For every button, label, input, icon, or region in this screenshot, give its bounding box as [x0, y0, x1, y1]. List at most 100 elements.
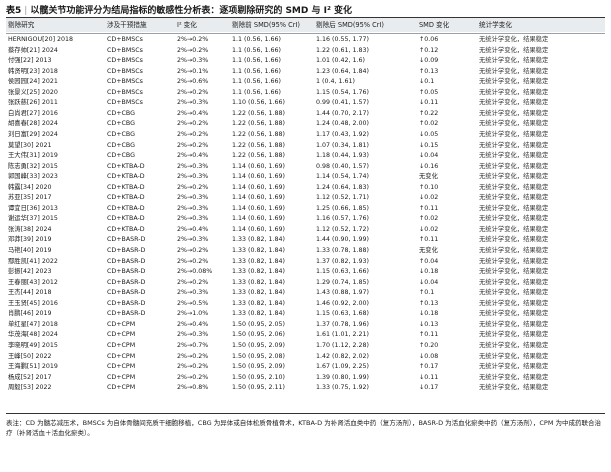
table-cell: 付强[22] 2013 — [8, 57, 52, 65]
table-row: 肖鹏[46] 2019 CD+BASR-D 2%→1.0% 1.33 (0.82, 1… — [6, 309, 605, 320]
table-cell: 无统计学变化，结果稳定 — [479, 215, 549, 223]
table-cell: 1.1 (0.56, 1.66) — [232, 57, 281, 65]
table-cell: CD+BMSCs — [107, 46, 143, 54]
table-cell: 1.67 (1.09, 2.25) — [316, 363, 369, 371]
table-row: 陈志勇[32] 2015 CD+KTBA-D 2%→0.3% 1.14 (0.60, … — [6, 162, 605, 173]
table-cell: 1.37 (0.82, 1.93) — [316, 257, 369, 265]
table-cell: 2%→0.6% — [177, 78, 209, 86]
table-number: 表5 — [6, 6, 22, 16]
table-cell: ↑0.11 — [419, 204, 439, 212]
table-cell: 2%→0.1% — [177, 67, 209, 75]
table-row: 周毅[53] 2022 CD+CPM 2%→0.8% 1.50 (0.95, 2.11… — [6, 383, 605, 394]
table-cell: 韩露[34] 2020 — [8, 183, 52, 191]
table-cell: 1.33 (0.75, 1.92) — [316, 384, 369, 392]
table-cell: 1.16 (0.55, 1.77) — [316, 36, 369, 43]
table-cell: 2%→0.2% — [177, 88, 209, 96]
table-row: 付强[22] 2013 CD+BMSCs 2%→0.3% 1.1 (0.56, 1.6… — [6, 56, 605, 67]
table-cell: CD+KTBA-D — [107, 194, 145, 202]
table-cell: 2%→0.5% — [177, 299, 209, 307]
table-cell: ↑0.02 — [419, 215, 439, 223]
table-cell: CD+CPM — [107, 373, 136, 381]
table-cell: CD+KTBA-D — [107, 162, 145, 170]
table-cell: 2%→0.2% — [177, 247, 209, 254]
table-cell: ↓0.1 — [419, 78, 435, 86]
table-cell: ↑0.1 — [419, 289, 435, 297]
table-cell: 无统计学变化，结果稳定 — [479, 299, 549, 307]
table-cell: 2%→0.4% — [177, 109, 209, 117]
table-cell: 无统计学变化，结果稳定 — [479, 373, 549, 381]
table-cell: 0.99 (0.41, 1.57) — [316, 99, 369, 107]
table-cell: 张景义[25] 2020 — [8, 88, 58, 96]
table-cell: 无统计学变化，结果稳定 — [479, 67, 549, 75]
table-cell: 2%→0.08% — [177, 268, 213, 276]
column-header: SMD 变化 — [419, 21, 450, 29]
table-cell: ↑0.10 — [419, 183, 439, 191]
table-cell: 1.1 (0.56, 1.66) — [232, 78, 281, 86]
table-caption: 表5 | 以髋关节功能评分为结局指标的敏感性分析表：逐项剔除研究的 SMD 与 I²… — [6, 3, 352, 16]
table-cell: 2%→0.2% — [177, 257, 209, 265]
table-cell: 无统计学变化，结果稳定 — [479, 341, 549, 349]
table-cell: 1.15 (0.54, 1.76) — [316, 88, 369, 96]
table-cell: 1.12 (0.52, 1.72) — [316, 225, 369, 233]
table-cell: CD+BMSCs — [107, 78, 143, 86]
column-header: 剔除后 SMD(95% CrI) — [316, 21, 384, 29]
table-cell: 1.25 (0.66, 1.85) — [316, 204, 369, 212]
table-cell: 胡喜春[28] 2024 — [8, 120, 58, 128]
table-cell: 1.70 (1.12, 2.28) — [316, 341, 369, 349]
table-cell: HERNIGOU[20] 2018 — [8, 36, 74, 43]
table-cell: CD+CBG — [107, 130, 136, 138]
table-cell: 无统计学变化，结果稳定 — [479, 120, 549, 128]
table-bottom-rule — [6, 413, 605, 414]
table-cell: CD+CBG — [107, 120, 136, 128]
table-cell: ↓0.08 — [419, 352, 439, 360]
table-cell: 侯园园[24] 2021 — [8, 78, 58, 86]
table-row: 王峰[50] 2022 CD+CPM 2%→0.2% 1.50 (0.95, 2.08… — [6, 352, 605, 363]
table-cell: 2%→0.2% — [177, 130, 209, 138]
table-cell: 1.12 (0.52, 1.71) — [316, 194, 369, 202]
table-cell: CD+BASR-D — [107, 236, 146, 244]
table-footnote: 表注：CD 为髓芯减压术，BMSCs 为自体骨髓间充质干细胞移植，CBG 为异体… — [6, 419, 602, 437]
table-row: 彭振[42] 2023 CD+BASR-D 2%→0.08% 1.33 (0.82, … — [6, 267, 605, 278]
table-cell: 蔡存帅[21] 2024 — [8, 46, 58, 54]
table-cell: 2%→0.3% — [177, 204, 209, 212]
table-cell: ↑0.05 — [419, 88, 439, 96]
table-cell: 2%→0.2% — [177, 141, 209, 149]
table-cell: 2%→0.3% — [177, 99, 209, 107]
table-cell: CD+KTBA-D — [107, 204, 145, 212]
table-cell: ↑0.02 — [419, 120, 439, 128]
table-cell: 李晓明[49] 2015 — [8, 341, 58, 349]
table-cell: 马艳[40] 2019 — [8, 247, 52, 254]
table-cell: ↓0.18 — [419, 310, 439, 318]
table-cell: 无统计学变化，结果稳定 — [479, 320, 549, 328]
table-cell: 1.29 (0.74, 1.85) — [316, 278, 369, 286]
table-cell: 无统计学变化，结果稳定 — [479, 130, 549, 138]
table-cell: 无统计学变化，结果稳定 — [479, 204, 549, 212]
table-row: 韩露[34] 2020 CD+KTBA-D 2%→0.2% 1.14 (0.60, 1… — [6, 183, 605, 194]
table-cell: 1.14 (0.60, 1.69) — [232, 225, 285, 233]
table-cell: 1.24 (0.48, 2.00) — [316, 120, 369, 128]
table-cell: 无统计学变化，结果稳定 — [479, 289, 549, 297]
table-cell: 1.15 (0.63, 1.66) — [316, 268, 369, 276]
table-cell: ↓0.11 — [419, 99, 439, 107]
table-cell: 1.15 (0.63, 1.68) — [316, 310, 369, 318]
table-cell: 无统计学变化，结果稳定 — [479, 141, 549, 149]
table-cell: 王玉贤[45] 2016 — [8, 299, 58, 307]
column-header: 涉及干预措施 — [107, 21, 147, 29]
table-cell: 无统计学变化，结果稳定 — [479, 310, 549, 318]
table-cell: 2%→0.2% — [177, 278, 209, 286]
table-cell: 无统计学变化，结果稳定 — [479, 384, 549, 392]
table-row: 王大伟[31] 2019 CD+CBG 2%→0.4% 1.22 (0.56, 1.8… — [6, 151, 605, 162]
table-cell: 无统计学变化，结果稳定 — [479, 331, 549, 339]
table-row: 侯园园[24] 2021 CD+BMSCs 2%→0.6% 1.1 (0.56, 1.… — [6, 77, 605, 88]
table-cell: 2%→0.3% — [177, 194, 209, 202]
table-row: 韩贤明[23] 2018 CD+BMSCs 2%→0.1% 1.1 (0.56, 1.… — [6, 67, 605, 78]
table-cell: 1.1 (0.56, 1.66) — [232, 67, 281, 75]
table-cell: 1.22 (0.56, 1.88) — [232, 152, 285, 160]
table-cell: 2%→0.2% — [177, 183, 209, 191]
table-cell: CD+CBG — [107, 109, 136, 117]
table-cell: 1.61 (1.01, 2.21) — [316, 331, 369, 339]
table-cell: 2%→0.4% — [177, 320, 209, 328]
table-cell: CD+CPM — [107, 363, 136, 371]
table-cell: 2%→0.2% — [177, 46, 209, 54]
table-cell: 1 (0.4, 1.61) — [316, 78, 355, 86]
